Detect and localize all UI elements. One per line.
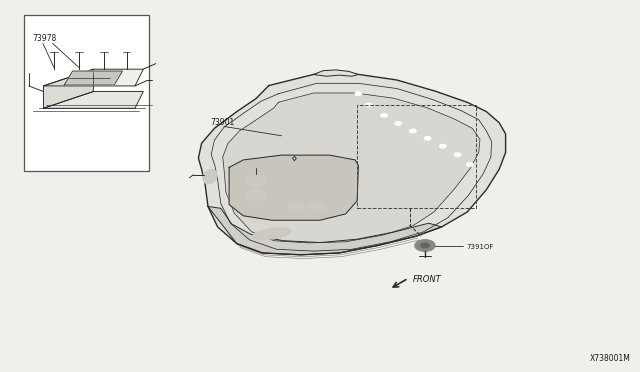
Bar: [24, 15, 149, 171]
Circle shape: [454, 153, 461, 157]
Circle shape: [380, 113, 388, 118]
Polygon shape: [314, 70, 358, 76]
Circle shape: [424, 137, 431, 141]
Circle shape: [246, 174, 266, 186]
Circle shape: [420, 243, 430, 248]
Circle shape: [415, 240, 435, 251]
Polygon shape: [208, 206, 442, 255]
Polygon shape: [229, 155, 358, 220]
Text: X738001M: X738001M: [589, 354, 630, 363]
Polygon shape: [44, 69, 143, 86]
Polygon shape: [223, 93, 480, 243]
Polygon shape: [44, 92, 143, 108]
Polygon shape: [198, 74, 506, 255]
Text: 7391OF: 7391OF: [467, 244, 494, 250]
Polygon shape: [64, 71, 122, 85]
Ellipse shape: [203, 169, 217, 184]
Circle shape: [394, 121, 402, 126]
Ellipse shape: [253, 228, 291, 240]
Circle shape: [365, 103, 372, 107]
Circle shape: [466, 162, 474, 166]
Circle shape: [355, 92, 362, 96]
Circle shape: [246, 189, 266, 201]
Circle shape: [308, 201, 326, 212]
Text: 73978: 73978: [32, 35, 56, 44]
Polygon shape: [44, 69, 93, 108]
Bar: [357, 105, 476, 208]
Circle shape: [440, 144, 447, 148]
Text: 73901: 73901: [210, 118, 234, 126]
Circle shape: [410, 129, 417, 133]
Circle shape: [287, 201, 305, 212]
Text: FRONT: FRONT: [413, 275, 442, 284]
